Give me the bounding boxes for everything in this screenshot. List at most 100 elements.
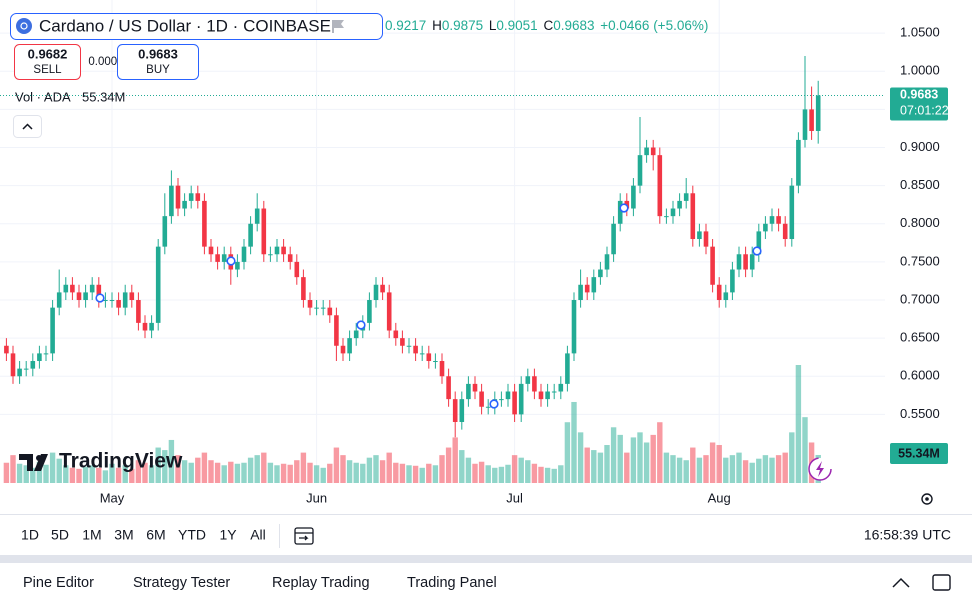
range-button[interactable]: 1D [21, 527, 39, 543]
x-tick-label: Jul [506, 490, 523, 505]
volume-bar [643, 442, 650, 483]
price-tag [890, 87, 948, 121]
calendar-icon[interactable] [294, 527, 314, 545]
sell-price: 0.9682 [28, 46, 68, 61]
candle-body [129, 292, 135, 301]
candle-body [591, 277, 597, 293]
event-marker[interactable] [619, 203, 629, 213]
candle-body [195, 193, 201, 201]
event-marker[interactable] [226, 256, 236, 266]
y-tick-label: 0.7500 [900, 253, 940, 268]
volume-bar [584, 447, 590, 483]
candle-body [730, 269, 735, 293]
volume-bar [155, 447, 161, 483]
volume-legend-value: 55.34M [82, 89, 125, 104]
volume-bar [558, 465, 564, 483]
volume-tag [890, 443, 948, 464]
panel-expand-icon[interactable] [892, 577, 910, 588]
symbol-icon [16, 18, 32, 34]
panel-maximize-icon[interactable] [932, 574, 951, 591]
volume-bar [89, 465, 95, 483]
event-marker[interactable] [95, 293, 105, 303]
candle-body [459, 399, 465, 423]
range-button[interactable]: 1M [82, 527, 101, 543]
candle-body [532, 376, 537, 392]
event-marker[interactable] [752, 246, 762, 256]
settings-icon-center [925, 497, 929, 501]
candle-body [716, 284, 722, 301]
candle-body [56, 292, 62, 308]
panel-tab[interactable]: Strategy Tester [133, 575, 230, 591]
panel-tab[interactable]: Pine Editor [23, 575, 94, 591]
volume-bar [175, 455, 181, 483]
volume-bar [459, 450, 465, 483]
candle-body [769, 216, 775, 224]
date-range-icon[interactable] [294, 527, 314, 545]
volume-bar [69, 467, 76, 483]
candle-body [426, 353, 432, 362]
logo-text: TradingView [59, 450, 183, 473]
range-button[interactable]: 3M [114, 527, 133, 543]
symbol-pill[interactable] [10, 13, 383, 40]
candle-body [96, 284, 102, 301]
range-button[interactable]: YTD [178, 527, 206, 543]
volume-bar [591, 450, 597, 483]
volume-bar [379, 460, 386, 483]
volume-bar [511, 455, 518, 483]
candle-body [261, 208, 267, 255]
candle-body [571, 300, 577, 354]
volume-bar [544, 467, 551, 483]
y-tick-label: 1.0000 [900, 63, 940, 78]
event-markers[interactable] [95, 203, 762, 409]
settings-icon[interactable] [921, 493, 933, 505]
range-button[interactable]: 1Y [219, 527, 237, 543]
volume-bar [445, 447, 452, 483]
volume-bar [241, 462, 247, 483]
candle-body [505, 391, 511, 400]
flag-icon[interactable] [332, 20, 344, 33]
candle-body [703, 231, 709, 247]
buy-button[interactable] [117, 44, 199, 80]
range-button[interactable]: All [250, 527, 266, 543]
range-button[interactable]: 6M [146, 527, 165, 543]
candle-body [650, 147, 656, 156]
volume-bar [280, 463, 287, 483]
collapse-button[interactable] [13, 115, 42, 138]
candle-body [809, 109, 814, 131]
sell-button[interactable] [14, 44, 81, 80]
volume-bar [709, 442, 716, 483]
candle-body [23, 368, 29, 370]
ohlc-legend: 0.9217 H0.9875 L0.9051 C0.9683 +0.0466 (… [385, 18, 708, 33]
event-marker[interactable] [489, 399, 499, 409]
volume-bar [43, 464, 49, 483]
candle-body [175, 185, 181, 209]
volume-bar [313, 465, 320, 483]
candle-body [274, 246, 280, 255]
close-label: C [543, 18, 553, 33]
low: 0.9051 [496, 18, 537, 33]
candle-body [697, 231, 702, 240]
volume-bar [630, 437, 637, 483]
volume-bar [485, 465, 491, 483]
candle-body [604, 254, 610, 270]
candle-body [155, 246, 161, 323]
volume-bar [148, 465, 155, 483]
candle-body [413, 345, 418, 354]
candle-body [446, 376, 451, 400]
volume-bar [254, 455, 260, 483]
event-marker[interactable] [356, 320, 366, 330]
range-button[interactable]: 5D [51, 527, 69, 543]
candle-body [215, 254, 220, 262]
candle-body [221, 254, 227, 262]
y-tick-label: 0.7000 [900, 291, 940, 306]
candle-body [136, 300, 141, 323]
assistant-bolt [816, 461, 824, 477]
buy-price: 0.9683 [138, 46, 178, 61]
y-tick-label: 0.9000 [900, 139, 940, 154]
panel-tab[interactable]: Replay Trading [272, 575, 370, 591]
candle-body [756, 231, 762, 255]
volume-bar [63, 465, 69, 483]
volume-bar [360, 463, 366, 483]
candle-body [314, 307, 319, 309]
panel-tab[interactable]: Trading Panel [407, 575, 497, 591]
